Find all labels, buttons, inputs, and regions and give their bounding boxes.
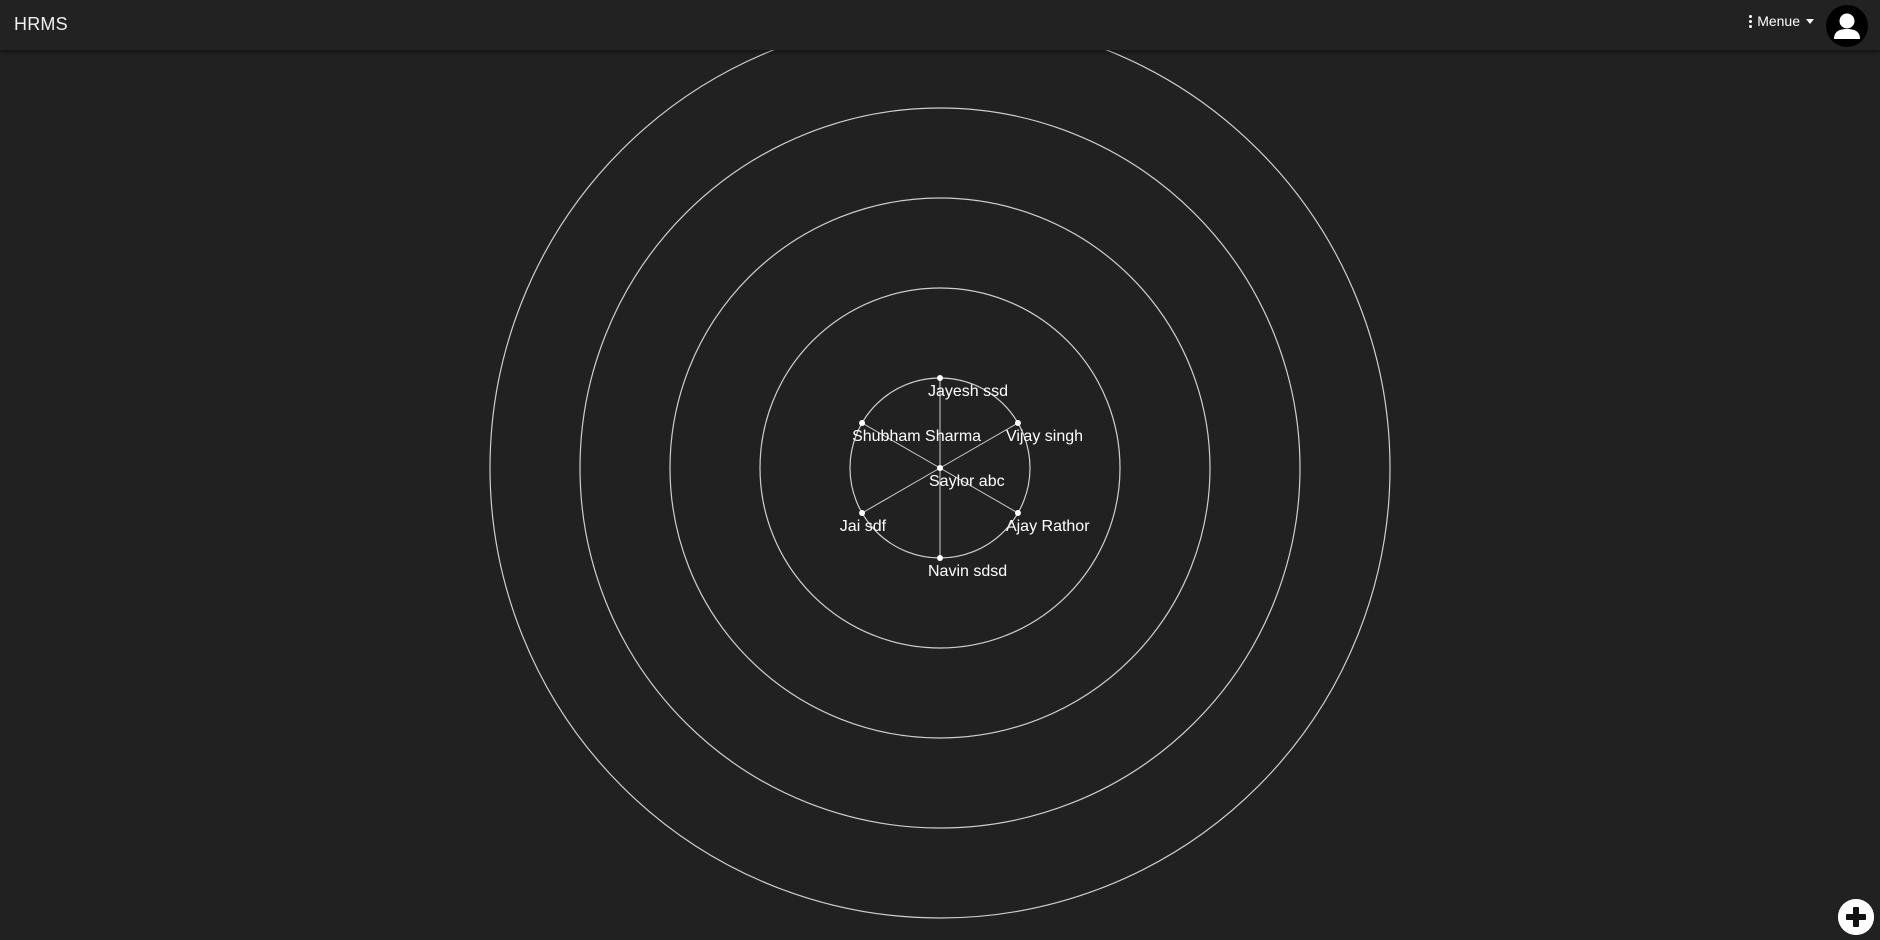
member-node[interactable]: Vijay singh <box>1006 420 1083 445</box>
center-node[interactable]: Saylor abc <box>929 465 1005 490</box>
member-node-dot[interactable] <box>937 555 943 561</box>
member-node[interactable]: Jai sdf <box>840 510 887 535</box>
menu-dropdown-toggle[interactable]: Menue <box>1748 13 1814 29</box>
top-navbar: HRMS Menue <box>0 0 1880 50</box>
member-node-dot[interactable] <box>937 375 943 381</box>
member-node-dot[interactable] <box>1015 510 1021 516</box>
org-chart-canvas[interactable]: Jayesh ssd Vijay singh Ajay Rathor Navin sd… <box>0 50 1880 939</box>
app-title[interactable]: HRMS <box>14 14 68 35</box>
member-node[interactable]: Jayesh ssd <box>928 375 1008 400</box>
member-name-label[interactable]: Ajay Rathor <box>1006 518 1090 535</box>
user-avatar-icon[interactable] <box>1826 5 1868 47</box>
center-node-dot[interactable] <box>937 465 943 471</box>
member-name-label[interactable]: Vijay singh <box>1006 428 1083 445</box>
kebab-vertical-icon <box>1748 15 1752 28</box>
menu-label: Menue <box>1757 13 1800 29</box>
caret-down-icon <box>1806 19 1814 24</box>
member-name-label[interactable]: Jayesh ssd <box>928 383 1008 400</box>
member-name-label[interactable]: Navin sdsd <box>928 563 1007 580</box>
member-name-label[interactable]: Jai sdf <box>840 518 887 535</box>
org-chart-svg[interactable]: Jayesh ssd Vijay singh Ajay Rathor Navin sd… <box>0 50 1880 939</box>
member-node-dot[interactable] <box>859 510 865 516</box>
member-node[interactable]: Shubham Sharma <box>852 420 981 445</box>
center-name-label[interactable]: Saylor abc <box>929 473 1005 490</box>
member-node-dot[interactable] <box>1015 420 1021 426</box>
member-node-dot[interactable] <box>859 420 865 426</box>
member-node[interactable]: Navin sdsd <box>928 555 1007 580</box>
plus-circle-icon[interactable] <box>1838 899 1874 935</box>
member-name-label[interactable]: Shubham Sharma <box>852 428 981 445</box>
member-node[interactable]: Ajay Rathor <box>1006 510 1090 535</box>
